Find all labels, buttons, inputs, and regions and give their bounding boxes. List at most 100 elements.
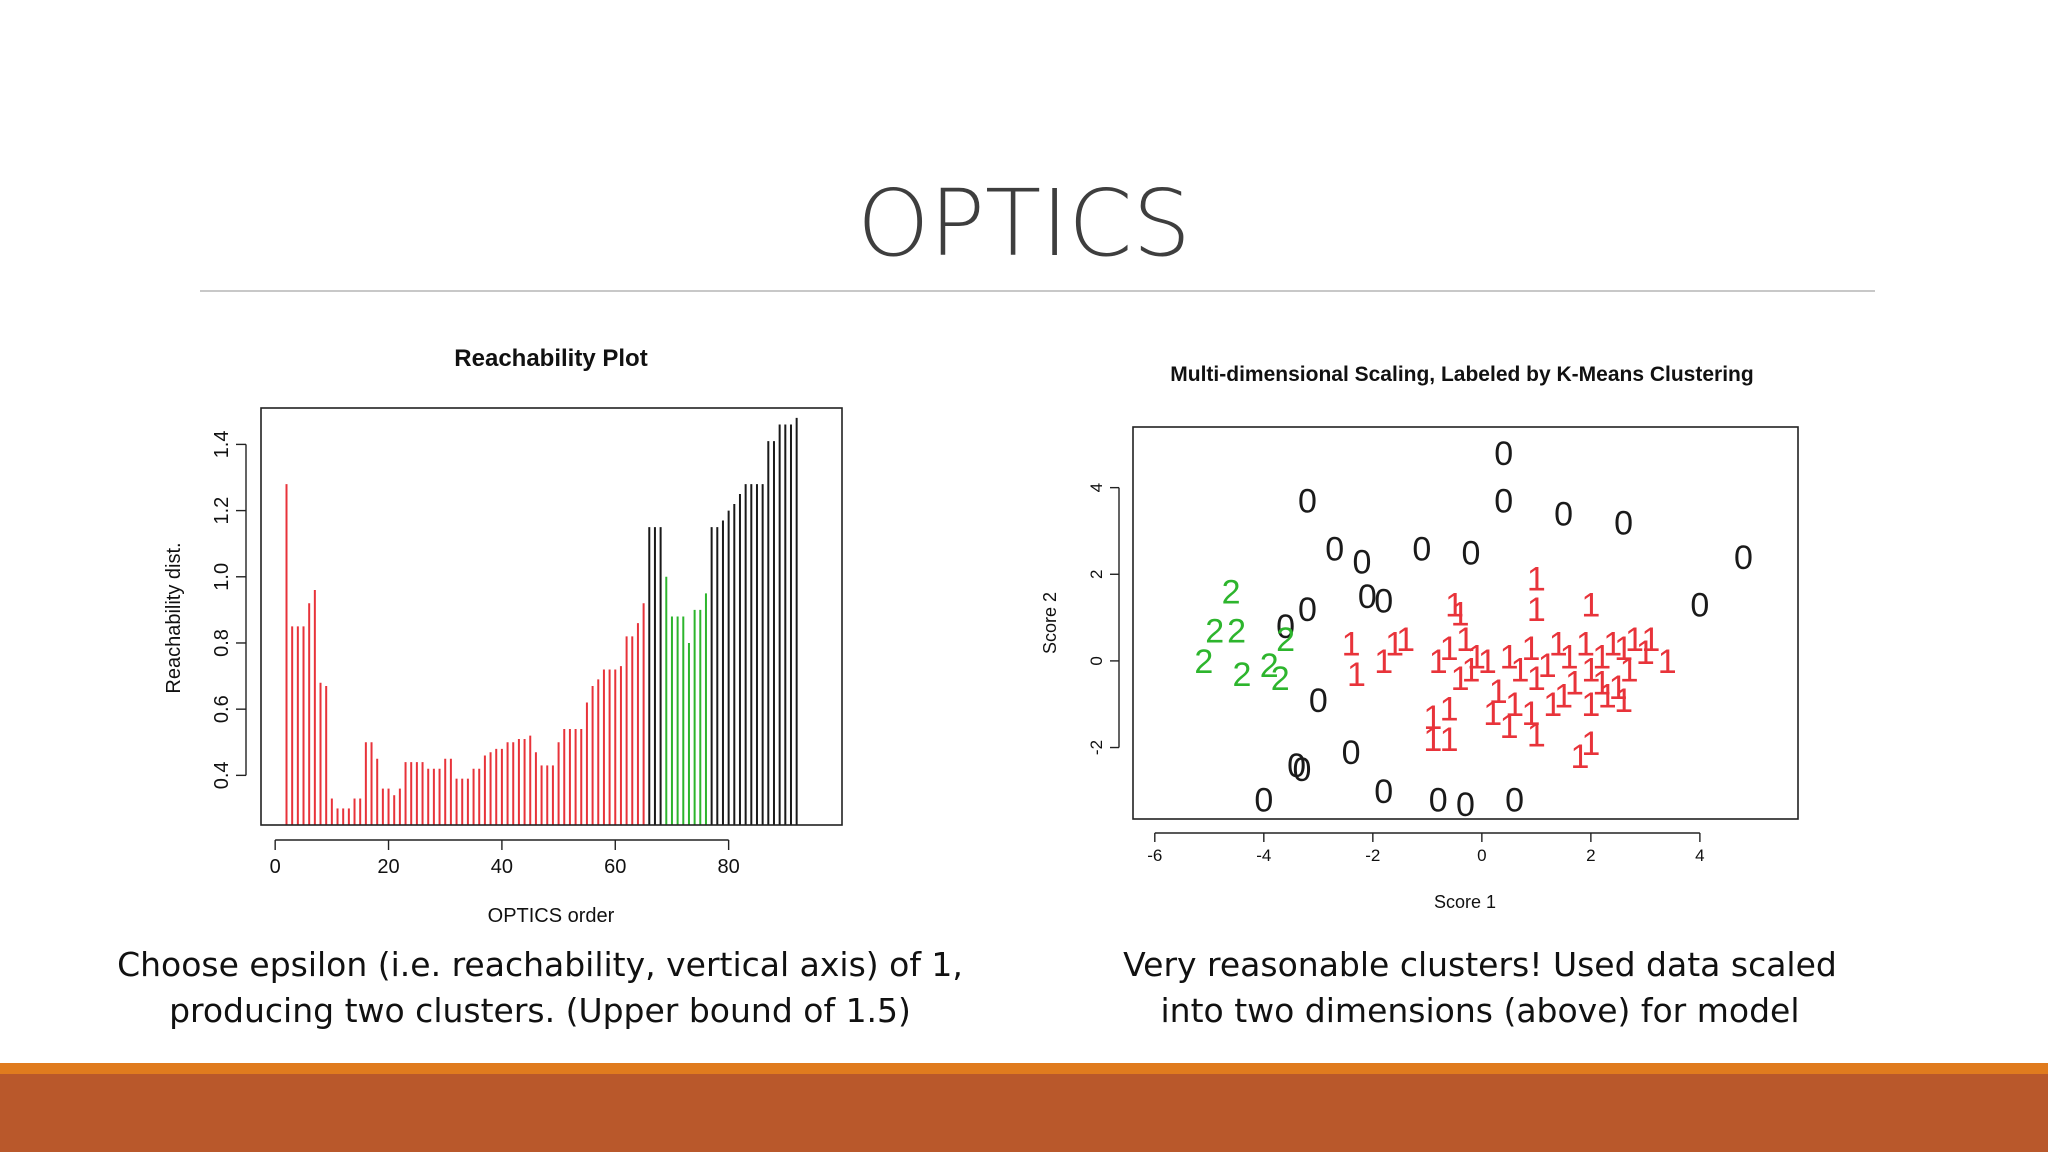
mds-point-label-1: 1: [1527, 591, 1546, 629]
mds-point-label-1: 1: [1614, 630, 1633, 668]
mds-point-label-1: 1: [1423, 699, 1442, 737]
left-caption: Choose epsilon (i.e. reachability, verti…: [80, 942, 1000, 1034]
mds-point-label-2: 2: [1222, 574, 1241, 612]
mds-point-label-1: 1: [1581, 652, 1600, 690]
mds-point-label-0: 0: [1352, 543, 1371, 581]
right-caption-line: into two dimensions (above) for model: [1160, 991, 1800, 1030]
mds-point-label-1: 1: [1592, 665, 1611, 703]
mds-x-tick-label: -2: [1365, 846, 1380, 865]
reachability-x-tick-label: 80: [718, 856, 740, 878]
mds-point-label-2: 2: [1205, 613, 1224, 651]
reachability-y-tick-label: 0.4: [211, 761, 233, 789]
mds-point-label-0: 0: [1554, 496, 1573, 534]
mds-scatter-plot: Multi-dimensional Scaling, Labeled by K-…: [1040, 363, 1799, 912]
mds-point-label-0: 0: [1614, 504, 1633, 542]
mds-point-label-1: 1: [1598, 678, 1617, 716]
mds-plot-frame: [1132, 426, 1799, 820]
reachability-y-tick-label: 0.8: [211, 629, 233, 657]
footer-accent-stripe: [0, 1063, 2048, 1074]
mds-y-tick-label: 0: [1087, 656, 1106, 665]
mds-point-label-0: 0: [1374, 773, 1393, 811]
reachability-x-tick-label: 0: [270, 856, 281, 878]
mds-point-label-1: 1: [1549, 626, 1568, 664]
mds-point-label-1: 1: [1581, 725, 1600, 763]
mds-point-label-1: 1: [1527, 717, 1546, 755]
mds-point-label-1: 1: [1571, 738, 1590, 776]
footer-band: [0, 1074, 2048, 1152]
right-caption: Very reasonable clusters! Used data scal…: [1080, 942, 1880, 1034]
mds-point-label-0: 0: [1298, 591, 1317, 629]
mds-point-label-1: 1: [1483, 695, 1502, 733]
mds-point-label-1: 1: [1451, 595, 1470, 633]
mds-point-label-2: 2: [1233, 656, 1252, 694]
mds-point-label-1: 1: [1440, 691, 1459, 729]
mds-point-label-0: 0: [1690, 587, 1709, 625]
mds-point-label-1: 1: [1538, 647, 1557, 685]
mds-point-label-1: 1: [1576, 626, 1595, 664]
mds-y-tick-label: -2: [1087, 740, 1106, 755]
mds-point-label-2: 2: [1276, 621, 1295, 659]
mds-point-label-0: 0: [1342, 734, 1361, 772]
mds-point-label-0: 0: [1374, 582, 1393, 620]
mds-y-tick-label: 2: [1087, 570, 1106, 579]
mds-point-label-1: 1: [1554, 678, 1573, 716]
mds-point-label-0: 0: [1734, 539, 1753, 577]
reachability-y-tick-label: 1.4: [211, 430, 233, 458]
mds-point-label-0: 0: [1358, 578, 1377, 616]
mds-point-label-1: 1: [1614, 682, 1633, 720]
mds-point-label-1: 1: [1543, 686, 1562, 724]
reachability-plot: Reachability Plot 0 20 40 60 80 0.4 0.6 0.8 1.0 1…: [163, 345, 843, 927]
mds-point-label-0: 0: [1309, 682, 1328, 720]
mds-point-label-1: 1: [1445, 587, 1464, 625]
mds-point-label-1: 1: [1527, 561, 1546, 599]
reachability-title: Reachability Plot: [454, 345, 647, 372]
reachability-x-label: OPTICS order: [488, 905, 615, 927]
mds-point-label-0: 0: [1287, 747, 1306, 785]
mds-point-label-1: 1: [1565, 665, 1584, 703]
mds-point-label-1: 1: [1500, 708, 1519, 746]
mds-point-label-0: 0: [1276, 608, 1295, 646]
reachability-x-tick-label: 60: [604, 856, 626, 878]
mds-point-label-1: 1: [1560, 639, 1579, 677]
mds-point-label-0: 0: [1254, 782, 1273, 820]
mds-point-label-1: 1: [1440, 721, 1459, 759]
mds-point-label-1: 1: [1396, 621, 1415, 659]
reachability-y-tick-label: 1.0: [211, 563, 233, 591]
mds-point-label-1: 1: [1658, 643, 1677, 681]
mds-point-label-0: 0: [1325, 530, 1344, 568]
mds-point-label-0: 0: [1298, 483, 1317, 521]
mds-point-label-1: 1: [1374, 643, 1393, 681]
reachability-y-label: Reachability dist.: [163, 542, 185, 693]
mds-point-label-1: 1: [1505, 686, 1524, 724]
mds-point-label-2: 2: [1271, 660, 1290, 698]
mds-point-label-1: 1: [1423, 721, 1442, 759]
mds-y-tick-label: 4: [1087, 483, 1106, 492]
mds-point-label-0: 0: [1494, 483, 1513, 521]
mds-point-label-1: 1: [1521, 630, 1540, 668]
right-caption-line: Very reasonable clusters! Used data scal…: [1123, 945, 1837, 984]
reachability-y-tick-label: 1.2: [211, 497, 233, 525]
mds-point-label-1: 1: [1620, 652, 1639, 690]
mds-point-label-1: 1: [1500, 639, 1519, 677]
mds-point-label-1: 1: [1581, 686, 1600, 724]
mds-point-label-1: 1: [1478, 643, 1497, 681]
mds-point-label-1: 1: [1603, 626, 1622, 664]
mds-x-tick-label: 4: [1695, 846, 1704, 865]
mds-point-label-0: 0: [1494, 435, 1513, 473]
mds-point-label-1: 1: [1461, 652, 1480, 690]
mds-point-label-1: 1: [1467, 639, 1486, 677]
mds-point-label-1: 1: [1521, 695, 1540, 733]
mds-point-label-1: 1: [1527, 660, 1546, 698]
mds-point-label-1: 1: [1385, 626, 1404, 664]
mds-point-label-1: 1: [1609, 669, 1628, 707]
mds-x-tick-label: 0: [1477, 846, 1486, 865]
mds-point-label-0: 0: [1505, 782, 1524, 820]
mds-point-label-0: 0: [1461, 535, 1480, 573]
reachability-y-tick-label: 0.6: [211, 695, 233, 723]
mds-point-label-1: 1: [1641, 621, 1660, 659]
left-caption-line: producing two clusters. (Upper bound of …: [169, 991, 911, 1030]
mds-point-label-1: 1: [1489, 673, 1508, 711]
mds-point-label-1: 1: [1347, 656, 1366, 694]
